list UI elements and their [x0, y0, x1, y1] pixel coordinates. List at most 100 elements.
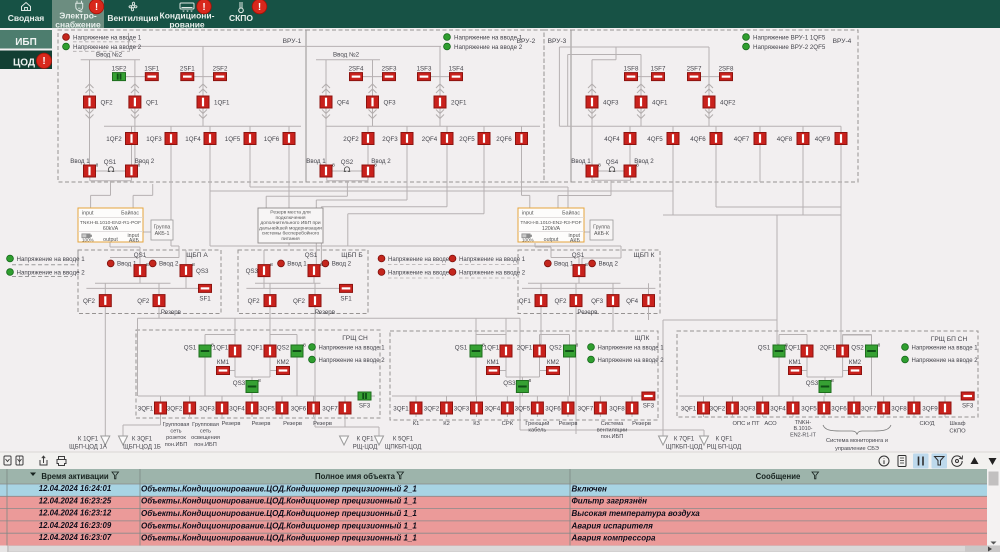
svg-text:К 1QF1: К 1QF1	[78, 437, 99, 443]
svg-text:Греющий: Греющий	[525, 420, 549, 427]
svg-text:Напряжение на вводе 1: Напряжение на вводе 1	[912, 345, 979, 351]
svg-text:1SF8: 1SF8	[624, 65, 639, 72]
svg-text:освещения: освещения	[191, 435, 220, 441]
svg-text:QS2: QS2	[851, 345, 864, 352]
svg-text:Объекты.Кондиционирование.ЦОД.: Объекты.Кондиционирование.ЦОД.Кондиционе…	[141, 534, 417, 543]
svg-text:QS3: QS3	[806, 380, 819, 387]
svg-text:Ввод 1: Ввод 1	[117, 261, 137, 268]
svg-text:QS2: QS2	[341, 159, 354, 166]
svg-text:3QF2: 3QF2	[167, 405, 183, 412]
svg-text:1SF3: 1SF3	[417, 65, 432, 72]
svg-text:1QF1: 1QF1	[214, 99, 230, 106]
svg-text:СКУД: СКУД	[920, 421, 935, 427]
svg-text:8: 8	[270, 262, 273, 267]
svg-text:QS3: QS3	[503, 380, 516, 387]
svg-text:Ввод 2: Ввод 2	[135, 158, 155, 165]
svg-text:QS3: QS3	[233, 380, 246, 387]
svg-text:ЩБП-ЦОД 1А: ЩБП-ЦОД 1А	[69, 445, 107, 451]
svg-text:1QF6: 1QF6	[264, 136, 280, 143]
svg-text:Напряжение на вводе 1: Напряжение на вводе 1	[319, 345, 386, 351]
svg-text:3QF3: 3QF3	[199, 405, 215, 412]
svg-text:1QF5: 1QF5	[225, 136, 241, 143]
svg-text:QF2: QF2	[554, 298, 567, 305]
svg-text:4QF6: 4QF6	[690, 136, 706, 143]
svg-text:!: !	[258, 2, 261, 13]
svg-text:Ввод 2: Ввод 2	[159, 261, 179, 268]
svg-text:ОПС и ПТ: ОПС и ПТ	[732, 421, 759, 427]
svg-text:Система: Система	[601, 421, 624, 427]
svg-text:QF2: QF2	[293, 298, 306, 305]
svg-text:1QF2: 1QF2	[106, 136, 122, 143]
svg-text:ЩПКБП-ЦОД: ЩПКБП-ЦОД	[385, 445, 422, 451]
svg-text:ГРЩ БП СН: ГРЩ БП СН	[931, 336, 968, 343]
svg-text:Напряжение на вводе 2: Напряжение на вводе 2	[319, 358, 386, 364]
svg-text:Резерв: Резерв	[283, 421, 302, 427]
svg-text:ЩБП К: ЩБП К	[634, 252, 655, 259]
svg-text:Резерв: Резерв	[252, 421, 271, 427]
svg-text:120kVA: 120kVA	[542, 226, 561, 232]
svg-text:кабель: кабель	[528, 428, 546, 434]
svg-text:ЩПКБП-ЦОД: ЩПКБП-ЦОД	[666, 445, 703, 451]
svg-text:Ввод 2: Ввод 2	[634, 158, 654, 165]
svg-text:2SF2: 2SF2	[213, 65, 228, 72]
svg-text:РЩ-ЦОД: РЩ-ЦОД	[353, 445, 378, 451]
svg-text:8: 8	[138, 163, 141, 168]
svg-text:8: 8	[585, 262, 588, 267]
svg-text:Ввод №2: Ввод №2	[96, 52, 123, 59]
svg-text:Ввод №2: Ввод №2	[333, 52, 360, 59]
svg-text:ЩБП А: ЩБП А	[186, 252, 208, 259]
svg-text:8: 8	[374, 163, 377, 168]
svg-text:4QF4: 4QF4	[604, 136, 620, 143]
svg-text:Ввод 2: Ввод 2	[371, 158, 391, 165]
svg-text:сеть: сеть	[170, 429, 181, 435]
svg-text:ИБП: ИБП	[15, 37, 37, 48]
svg-text:12.04.2024 16:23:12: 12.04.2024 16:23:12	[39, 509, 112, 518]
svg-text:TNKH-B.1010-EN2-R3-POF: TNKH-B.1010-EN2-R3-POF	[520, 220, 581, 226]
svg-text:3QF1: 3QF1	[681, 405, 697, 412]
svg-text:12.04.2024 16:23:09: 12.04.2024 16:23:09	[39, 521, 112, 530]
svg-text:Напряжение на вводе 2: Напряжение на вводе 2	[454, 44, 523, 51]
svg-text:QF2: QF2	[137, 298, 150, 305]
svg-text:питания: питания	[281, 237, 300, 242]
svg-text:Время активации: Время активации	[41, 472, 109, 481]
svg-text:8: 8	[482, 343, 485, 348]
svg-text:КМ2: КМ2	[849, 359, 862, 366]
svg-text:Байпас: Байпас	[562, 210, 580, 217]
svg-text:АКБ: АКБ	[129, 238, 140, 244]
svg-text:СРК: СРК	[502, 421, 514, 427]
svg-text:3QF9: 3QF9	[922, 405, 938, 412]
svg-text:К3: К3	[473, 421, 480, 427]
svg-text:Напряжение на вводе 1: Напряжение на вводе 1	[598, 345, 665, 351]
svg-text:3QF5: 3QF5	[259, 405, 275, 412]
svg-text:К2: К2	[443, 421, 450, 427]
svg-text:Объекты.Кондиционирование.ЦОД.: Объекты.Кондиционирование.ЦОД.Кондиционе…	[141, 521, 417, 530]
svg-text:Ввод 1: Ввод 1	[554, 261, 574, 268]
svg-text:12.04.2024 16:23:25: 12.04.2024 16:23:25	[39, 496, 112, 505]
svg-text:Напряжение на вводе 2: Напряжение на вводе 2	[388, 270, 455, 276]
svg-text:2QF1: 2QF1	[517, 345, 533, 352]
svg-text:input: input	[82, 211, 94, 217]
svg-text:Резерв: Резерв	[577, 309, 598, 316]
svg-text:Резерв: Резерв	[313, 421, 332, 427]
svg-text:2SF3: 2SF3	[382, 65, 397, 72]
svg-text:2QF2: 2QF2	[343, 136, 359, 143]
svg-text:Ввод 2: Ввод 2	[599, 261, 619, 268]
svg-text:QS1: QS1	[104, 159, 117, 166]
svg-text:3QF3: 3QF3	[454, 405, 470, 412]
svg-text:SF3: SF3	[643, 403, 655, 410]
svg-text:input: input	[569, 233, 581, 239]
svg-text:АКБ-К: АКБ-К	[594, 231, 610, 237]
svg-text:8: 8	[529, 378, 532, 383]
svg-text:8: 8	[192, 262, 195, 267]
svg-text:3QF4: 3QF4	[485, 405, 501, 412]
svg-text:TNKH-B.1010-EN2-R1-POF: TNKH-B.1010-EN2-R1-POF	[80, 220, 141, 226]
svg-text:Напряжение на вводе 2: Напряжение на вводе 2	[459, 270, 526, 276]
svg-text:4QF3: 4QF3	[603, 99, 619, 106]
svg-text:К QF1: К QF1	[357, 437, 374, 443]
svg-text:QS1: QS1	[184, 345, 197, 352]
svg-text:input: input	[522, 211, 534, 217]
svg-text:Напряжение на вводе 1: Напряжение на вводе 1	[459, 257, 526, 263]
svg-text:8: 8	[598, 163, 601, 168]
svg-text:4QF5: 4QF5	[647, 136, 663, 143]
svg-text:КМ2: КМ2	[547, 359, 560, 366]
